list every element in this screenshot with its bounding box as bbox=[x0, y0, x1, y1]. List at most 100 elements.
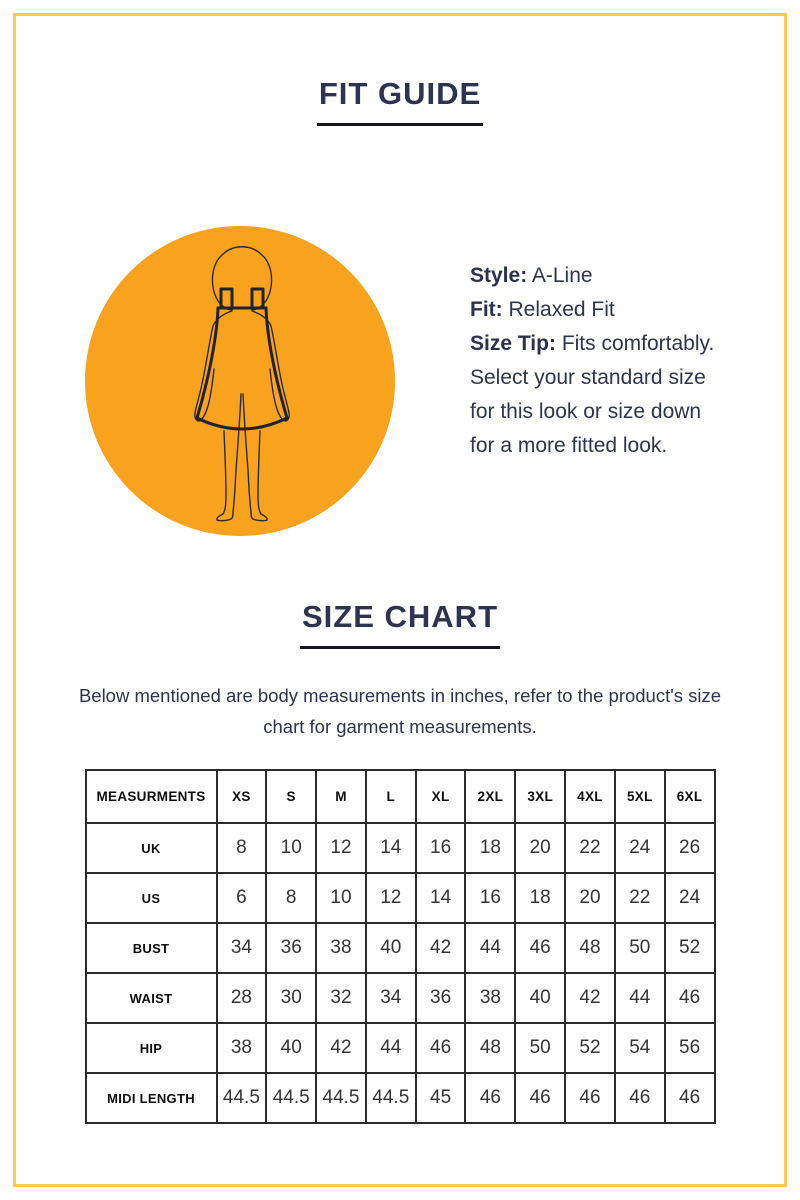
size-value-cell: 8 bbox=[265, 872, 318, 924]
size-value-cell: 40 bbox=[514, 972, 567, 1024]
size-table-body: UK 8 10 12 14 16 18 20 22 24 26 US 6 8 10 12 14 16 18 20 22 2… bbox=[84, 822, 716, 1124]
size-value-cell: 44.5 bbox=[315, 1072, 367, 1124]
row-label: BUST bbox=[84, 922, 218, 974]
size-value-cell: 24 bbox=[613, 822, 666, 874]
size-value-cell: 42 bbox=[564, 972, 616, 1024]
a-line-dress-figure-icon bbox=[85, 226, 395, 536]
table-row: US 6 8 10 12 14 16 18 20 22 24 bbox=[84, 872, 716, 924]
size-value-cell: 46 bbox=[613, 1072, 666, 1124]
size-chart-subtitle: Below mentioned are body measurements in… bbox=[78, 685, 722, 737]
size-value-cell: 16 bbox=[464, 872, 517, 924]
table-row: UK 8 10 12 14 16 18 20 22 24 26 bbox=[84, 822, 716, 874]
size-value-cell: 46 bbox=[514, 922, 567, 974]
col-header-size: 3XL bbox=[514, 769, 567, 824]
style-value: A-Line bbox=[531, 264, 593, 287]
size-value-cell: 42 bbox=[414, 922, 467, 974]
size-value-cell: 44 bbox=[464, 922, 517, 974]
size-value-cell: 38 bbox=[315, 922, 367, 974]
size-value-cell: 22 bbox=[564, 822, 616, 874]
size-value-cell: 18 bbox=[514, 872, 567, 924]
size-value-cell: 48 bbox=[464, 1022, 517, 1074]
size-value-cell: 18 bbox=[464, 822, 517, 874]
size-chart-title-text: SIZE CHART bbox=[300, 598, 500, 649]
size-value-cell: 32 bbox=[315, 972, 367, 1024]
size-tip-label: Size Tip: bbox=[470, 332, 556, 355]
fit-guide-section: Style: A-Line Fit: Relaxed Fit Size Tip:… bbox=[0, 226, 800, 536]
col-header-size: XL bbox=[414, 769, 467, 824]
size-value-cell: 24 bbox=[663, 872, 716, 924]
col-header-size: 6XL bbox=[663, 769, 716, 824]
size-value-cell: 14 bbox=[414, 872, 467, 924]
size-value-cell: 10 bbox=[315, 872, 367, 924]
size-value-cell: 40 bbox=[265, 1022, 318, 1074]
size-value-cell: 20 bbox=[514, 822, 567, 874]
size-value-cell: 34 bbox=[364, 972, 417, 1024]
size-value-cell: 10 bbox=[265, 822, 318, 874]
size-value-cell: 50 bbox=[613, 922, 666, 974]
row-label: HIP bbox=[84, 1022, 218, 1074]
size-value-cell: 36 bbox=[414, 972, 467, 1024]
size-value-cell: 52 bbox=[564, 1022, 616, 1074]
table-row: HIP 38 40 42 44 46 48 50 52 54 56 bbox=[84, 1022, 716, 1074]
row-label: WAIST bbox=[84, 972, 218, 1024]
col-header-size: 5XL bbox=[613, 769, 666, 824]
size-value-cell: 46 bbox=[564, 1072, 616, 1124]
size-value-cell: 42 bbox=[315, 1022, 367, 1074]
size-value-cell: 8 bbox=[215, 822, 268, 874]
table-row: BUST 34 36 38 40 42 44 46 48 50 52 bbox=[84, 922, 716, 974]
dress-outline bbox=[195, 287, 289, 431]
size-value-cell: 36 bbox=[265, 922, 318, 974]
size-value-cell: 44 bbox=[613, 972, 666, 1024]
size-value-cell: 34 bbox=[215, 922, 268, 974]
row-label: UK bbox=[84, 822, 218, 874]
size-value-cell: 40 bbox=[364, 922, 417, 974]
size-tip-value: Fits comfortably. Select your standard s… bbox=[470, 332, 715, 457]
table-row: WAIST 28 30 32 34 36 38 40 42 44 46 bbox=[84, 972, 716, 1024]
row-label: US bbox=[84, 872, 218, 924]
fit-guide-page: FIT GUIDE bbox=[0, 75, 800, 1124]
style-label: Style: bbox=[470, 264, 528, 287]
fit-label: Fit: bbox=[470, 298, 503, 321]
fit-detail-size-tip: Size Tip: Fits comfortably. Select your … bbox=[470, 327, 722, 463]
size-value-cell: 48 bbox=[564, 922, 616, 974]
size-value-cell: 6 bbox=[215, 872, 268, 924]
col-header-size: S bbox=[265, 769, 318, 824]
fit-detail-fit: Fit: Relaxed Fit bbox=[470, 293, 722, 327]
size-value-cell: 54 bbox=[613, 1022, 666, 1074]
col-header-size: XS bbox=[215, 769, 268, 824]
col-header-size: 2XL bbox=[464, 769, 517, 824]
col-header-size: L bbox=[364, 769, 417, 824]
size-value-cell: 44.5 bbox=[215, 1072, 268, 1124]
size-value-cell: 46 bbox=[663, 1072, 716, 1124]
col-header-measurements: MEASURMENTS bbox=[84, 769, 218, 824]
illustration-circle bbox=[85, 226, 395, 536]
table-row: MIDI LENGTH 44.5 44.5 44.5 44.5 45 46 46 46 46 46 bbox=[84, 1072, 716, 1124]
size-value-cell: 46 bbox=[414, 1022, 467, 1074]
size-chart-title: SIZE CHART bbox=[0, 598, 800, 649]
size-value-cell: 12 bbox=[364, 872, 417, 924]
size-value-cell: 26 bbox=[663, 822, 716, 874]
col-header-size: M bbox=[315, 769, 367, 824]
size-value-cell: 16 bbox=[414, 822, 467, 874]
size-value-cell: 45 bbox=[414, 1072, 467, 1124]
fit-details: Style: A-Line Fit: Relaxed Fit Size Tip:… bbox=[470, 226, 722, 463]
size-value-cell: 14 bbox=[364, 822, 417, 874]
size-value-cell: 20 bbox=[564, 872, 616, 924]
size-value-cell: 38 bbox=[464, 972, 517, 1024]
size-value-cell: 22 bbox=[613, 872, 666, 924]
size-value-cell: 44.5 bbox=[265, 1072, 318, 1124]
row-label: MIDI LENGTH bbox=[84, 1072, 218, 1124]
size-value-cell: 52 bbox=[663, 922, 716, 974]
fit-guide-title: FIT GUIDE bbox=[0, 75, 800, 126]
size-value-cell: 28 bbox=[215, 972, 268, 1024]
size-value-cell: 38 bbox=[215, 1022, 268, 1074]
fit-detail-style: Style: A-Line bbox=[470, 259, 722, 293]
size-value-cell: 56 bbox=[663, 1022, 716, 1074]
size-value-cell: 46 bbox=[514, 1072, 567, 1124]
col-header-size: 4XL bbox=[564, 769, 616, 824]
fit-value: Relaxed Fit bbox=[508, 298, 615, 321]
size-value-cell: 50 bbox=[514, 1022, 567, 1074]
size-value-cell: 44.5 bbox=[364, 1072, 417, 1124]
size-value-cell: 44 bbox=[364, 1022, 417, 1074]
size-value-cell: 46 bbox=[464, 1072, 517, 1124]
